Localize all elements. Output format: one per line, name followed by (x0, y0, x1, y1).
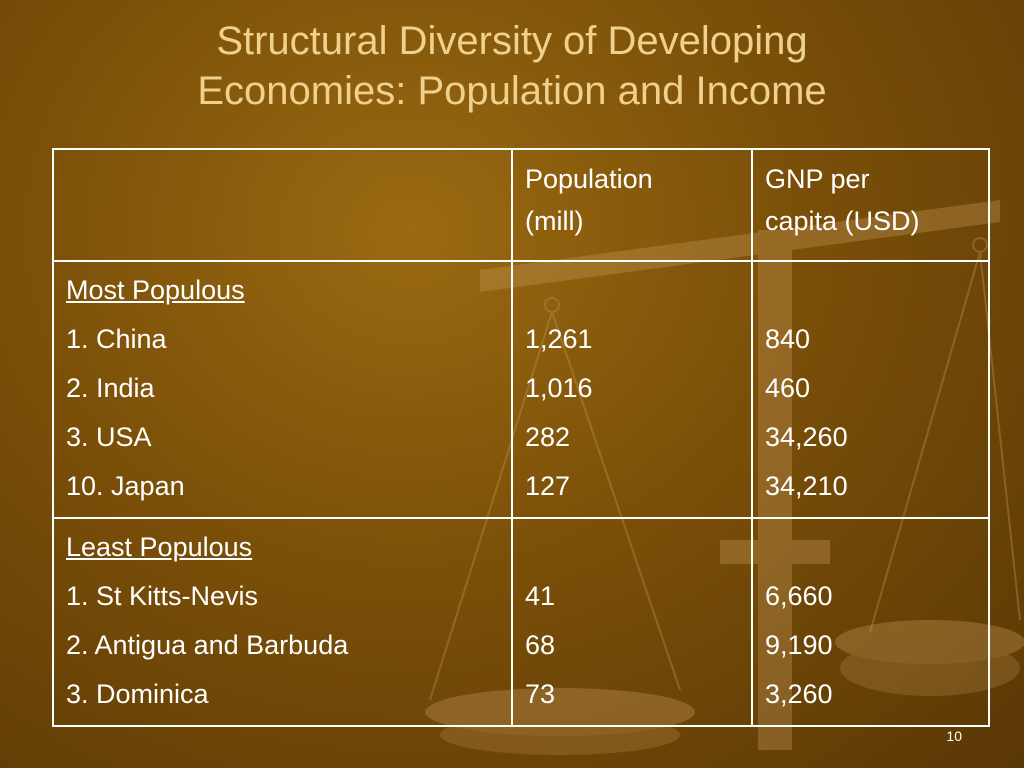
spacer (765, 266, 976, 315)
title-line-1: Structural Diversity of Developing (216, 19, 808, 63)
header-gnp: GNP per capita (USD) (751, 148, 990, 262)
gnp-value: 460 (765, 373, 811, 403)
gnp-value: 840 (765, 324, 811, 354)
gnp-value: 9,190 (765, 630, 833, 660)
country-name: 1. St Kitts-Nevis (66, 581, 259, 611)
country-name: 3. Dominica (66, 679, 209, 709)
spacer (765, 523, 976, 572)
header-population: Population (mill) (511, 148, 753, 262)
population-value: 41 (525, 581, 556, 611)
header-population-line-2: (mill) (525, 206, 584, 236)
gnp-value: 6,660 (765, 581, 833, 611)
slide-number: 10 (946, 728, 962, 744)
country-name: 1. China (66, 324, 167, 354)
population-income-table: Population (mill) GNP per capita (USD) M… (52, 148, 990, 727)
spacer (525, 266, 739, 315)
most-populous-population: 1,261 1,016 282 127 (511, 260, 753, 519)
least-populous-row: Least Populous 1. St Kitts-Nevis 2. Anti… (52, 517, 990, 727)
country-name: 10. Japan (66, 471, 185, 501)
spacer (525, 523, 739, 572)
header-population-line-1: Population (525, 164, 653, 194)
least-populous-countries: Least Populous 1. St Kitts-Nevis 2. Anti… (52, 517, 513, 727)
header-empty-cell (52, 148, 513, 262)
most-populous-gnp: 840 460 34,260 34,210 (751, 260, 990, 519)
country-name: 3. USA (66, 422, 152, 452)
population-value: 127 (525, 471, 571, 501)
population-value: 1,261 (525, 324, 593, 354)
slide-title: Structural Diversity of Developing Econo… (0, 16, 1024, 116)
population-value: 68 (525, 630, 556, 660)
table-header-row: Population (mill) GNP per capita (USD) (52, 148, 990, 262)
section-title-most-populous: Most Populous (66, 275, 245, 305)
gnp-value: 34,260 (765, 422, 848, 452)
population-value: 282 (525, 422, 571, 452)
gnp-value: 34,210 (765, 471, 848, 501)
section-title-least-populous: Least Populous (66, 532, 253, 562)
population-value: 1,016 (525, 373, 593, 403)
most-populous-countries: Most Populous 1. China 2. India 3. USA 1… (52, 260, 513, 519)
country-name: 2. India (66, 373, 155, 403)
gnp-value: 3,260 (765, 679, 833, 709)
least-populous-population: 41 68 73 (511, 517, 753, 727)
least-populous-gnp: 6,660 9,190 3,260 (751, 517, 990, 727)
country-name: 2. Antigua and Barbuda (66, 630, 349, 660)
header-gnp-line-1: GNP per (765, 164, 870, 194)
most-populous-row: Most Populous 1. China 2. India 3. USA 1… (52, 260, 990, 519)
header-gnp-line-2: capita (USD) (765, 206, 920, 236)
population-value: 73 (525, 679, 556, 709)
title-line-2: Economies: Population and Income (197, 69, 827, 113)
